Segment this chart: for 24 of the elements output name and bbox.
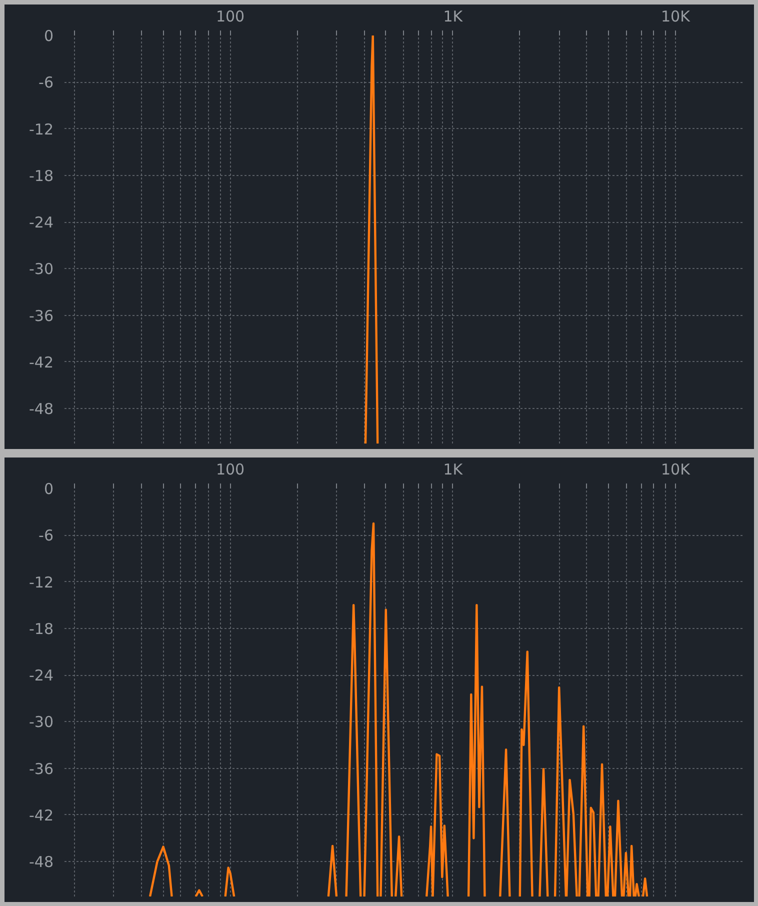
- y-tick-label: 0: [44, 27, 54, 45]
- y-tick-label: -18: [29, 166, 54, 185]
- x-tick-label: 1K: [443, 8, 464, 26]
- y-tick-label: -12: [29, 120, 54, 138]
- y-tick-label: -48: [29, 853, 54, 872]
- y-tick-label: -12: [29, 573, 54, 592]
- x-tick-label: 100: [216, 8, 245, 26]
- y-tick-label: -30: [29, 713, 54, 732]
- x-tick-label: 10K: [661, 460, 692, 478]
- x-tick-label: 1K: [443, 460, 464, 478]
- y-tick-label: -24: [29, 214, 54, 232]
- y-tick-label: 0: [44, 480, 54, 498]
- y-tick-label: -30: [29, 260, 54, 278]
- y-tick-label: -42: [29, 806, 54, 824]
- y-tick-label: -48: [29, 400, 54, 418]
- y-tick-label: -6: [38, 526, 54, 545]
- y-tick-label: -6: [38, 74, 54, 92]
- x-tick-label: 100: [216, 460, 245, 478]
- y-tick-label: -24: [29, 666, 54, 685]
- y-tick-label: -42: [29, 353, 54, 372]
- y-tick-label: -18: [29, 620, 54, 638]
- y-tick-label: -36: [29, 306, 54, 325]
- y-tick-label: -36: [29, 760, 54, 778]
- x-tick-label: 10K: [661, 8, 692, 26]
